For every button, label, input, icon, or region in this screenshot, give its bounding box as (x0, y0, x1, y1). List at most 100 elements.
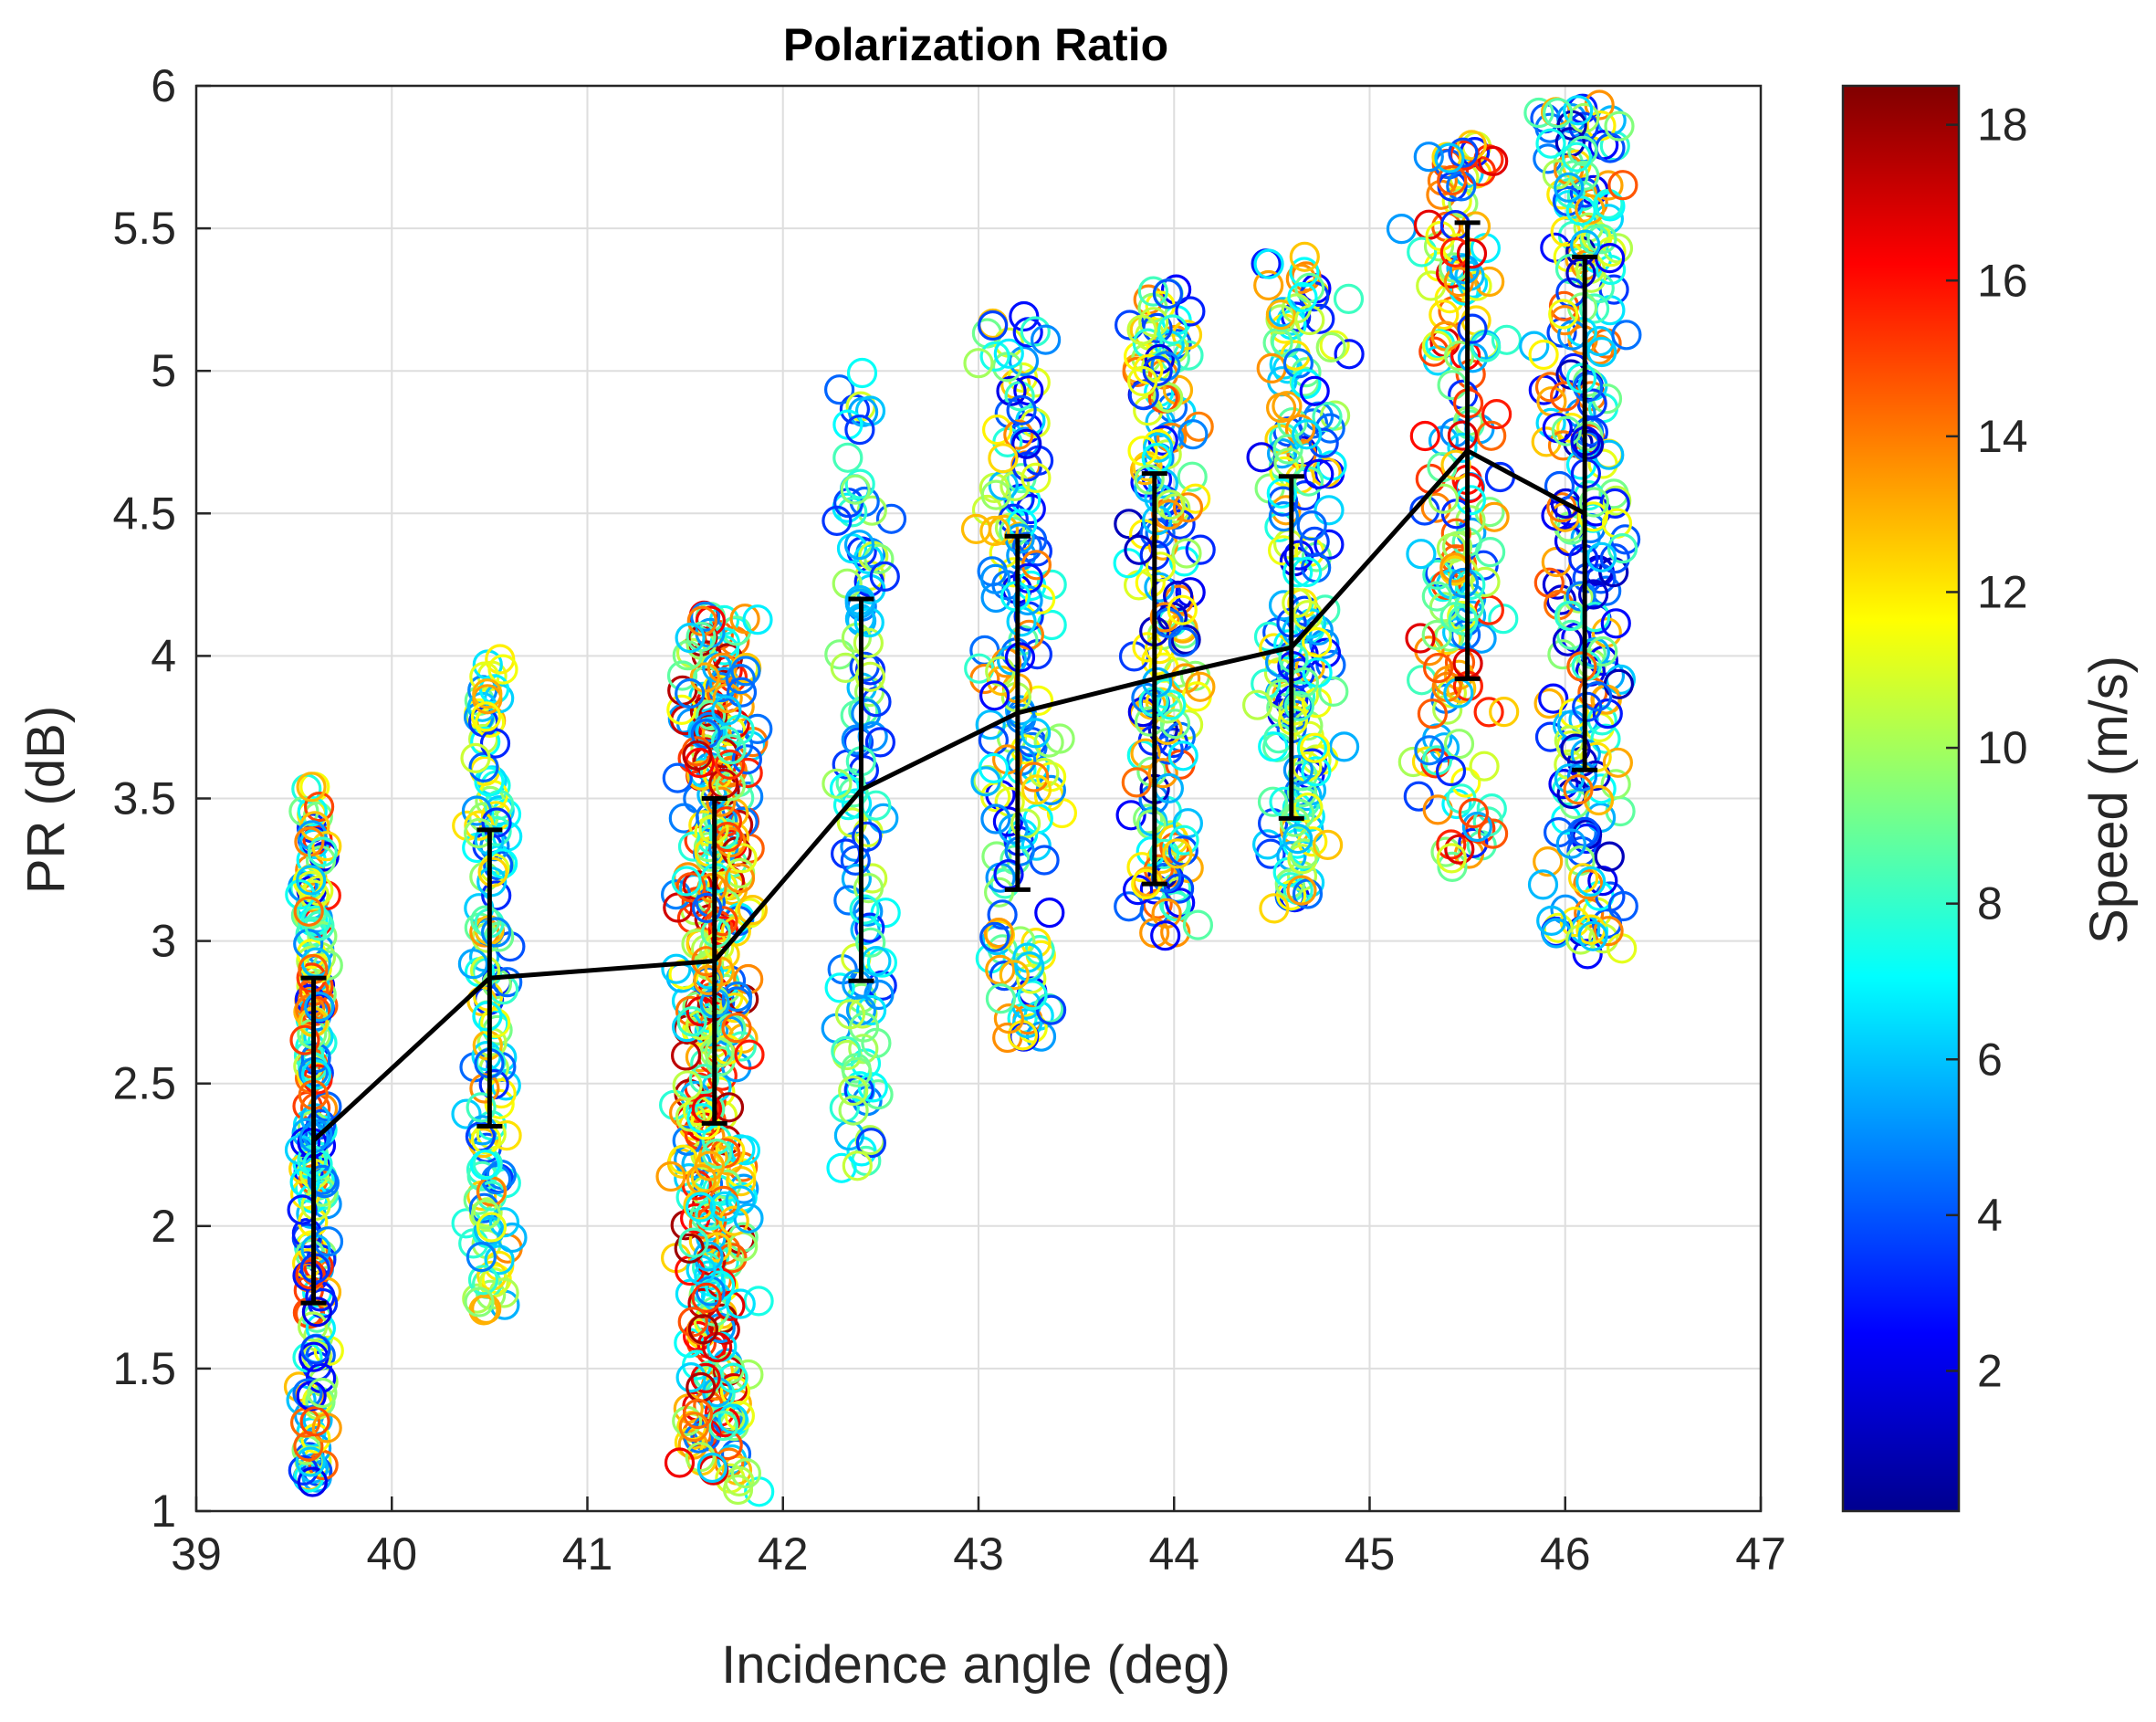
scatter-point (1009, 300, 1040, 332)
scatter-point (655, 1160, 686, 1192)
scatter-point (857, 1072, 888, 1103)
scatter-point (460, 742, 491, 774)
scatter-point (666, 660, 698, 691)
scatter-point (849, 894, 880, 925)
scatter-point (1590, 723, 1621, 754)
scatter-point (1403, 781, 1434, 812)
scatter-point (1592, 698, 1623, 730)
scatter-point (1159, 709, 1191, 740)
scatter-point (711, 695, 742, 726)
scatter-point (729, 604, 760, 635)
scatter-point (1437, 164, 1468, 196)
scatter-point (1554, 763, 1586, 794)
scatter-point (1177, 419, 1209, 450)
scatter-point (844, 468, 875, 499)
scatter-point (1175, 296, 1206, 327)
scatter-point (706, 652, 738, 684)
scatter-point (842, 1056, 873, 1087)
scatter-point (1282, 587, 1313, 618)
scatter-point (311, 831, 342, 862)
scatter-point (975, 709, 1006, 740)
scatter-point (695, 605, 727, 636)
scatter-point (1578, 487, 1610, 518)
scatter-point (1456, 238, 1488, 269)
scatter-point (1328, 731, 1360, 762)
scatter-point (737, 894, 769, 926)
scatter-point (469, 1150, 501, 1181)
colorbar-tick-label: 16 (1977, 255, 2028, 306)
scatter-point (1022, 445, 1054, 476)
scatter-point (666, 694, 697, 726)
scatter-point (848, 1034, 879, 1065)
scatter-point (694, 1260, 725, 1291)
scatter-point (710, 726, 742, 757)
scatter-point (464, 1286, 495, 1318)
scatter-point (675, 677, 706, 709)
scatter-point (1575, 866, 1607, 898)
scatter-point (1126, 365, 1158, 397)
scatter-point (1434, 142, 1465, 173)
scatter-point (822, 768, 853, 799)
scatter-point (1167, 594, 1198, 625)
scatter-point (1267, 535, 1299, 566)
scatter-point (1126, 314, 1157, 345)
scatter-point (677, 1307, 708, 1338)
scatter-point (875, 503, 907, 534)
scatter-point (1185, 671, 1216, 702)
scatter-point (1605, 795, 1636, 827)
scatter-point (1144, 343, 1175, 374)
scatter-point (299, 1406, 330, 1437)
scatter-point (1602, 747, 1634, 778)
scatter-point (1003, 419, 1034, 450)
scatter-point (675, 622, 706, 654)
scatter-point (853, 627, 884, 658)
scatter-point (1167, 740, 1198, 772)
scatter-point (734, 1039, 765, 1070)
scatter-point (1586, 224, 1617, 255)
scatter-point (1576, 388, 1607, 419)
colorbar-tick-label: 4 (1977, 1190, 2003, 1241)
scatter-point (1595, 254, 1627, 286)
scatter-point (979, 515, 1010, 547)
scatter-point (863, 543, 895, 574)
x-tick-label: 46 (1540, 1528, 1591, 1580)
scatter-point (301, 1297, 332, 1328)
scatter-point (716, 734, 747, 765)
scatter-point (987, 899, 1018, 930)
scatter-point (730, 1457, 762, 1489)
scatter-point (727, 843, 758, 874)
y-tick-label: 5.5 (112, 203, 176, 254)
scatter-point (1302, 626, 1333, 658)
scatter-point (1022, 803, 1053, 835)
scatter-point (822, 505, 853, 537)
scatter-point (1020, 774, 1052, 805)
scatter-point (1444, 834, 1475, 865)
scatter-point (1132, 632, 1163, 663)
scatter-point (855, 994, 887, 1026)
scatter-point (1421, 619, 1452, 651)
scatter-point (863, 1079, 894, 1110)
scatter-point (840, 845, 871, 877)
scatter-point (1133, 803, 1164, 835)
scatter-point (1533, 845, 1564, 877)
scatter-point (1020, 718, 1052, 749)
scatter-point (1287, 281, 1318, 313)
scatter-point (1406, 539, 1437, 570)
scatter-point (864, 727, 896, 758)
scatter-point (303, 875, 334, 907)
scatter-point (469, 1073, 500, 1104)
scatter-point (678, 1412, 709, 1443)
colorbar-tick-label: 8 (1977, 878, 2003, 929)
scatter-point (1436, 829, 1467, 860)
scatter-point (1569, 160, 1600, 191)
scatter-point (1115, 800, 1146, 831)
scatter-point (1437, 851, 1468, 883)
grid-lines (195, 85, 1762, 1512)
scatter-point (672, 640, 703, 671)
scatter-point (1134, 464, 1165, 495)
scatter-point (1020, 927, 1052, 959)
scatter-point (1586, 336, 1617, 368)
scatter-point (971, 494, 1003, 526)
scatter-point (983, 917, 1014, 949)
scatter-point (1152, 278, 1184, 310)
